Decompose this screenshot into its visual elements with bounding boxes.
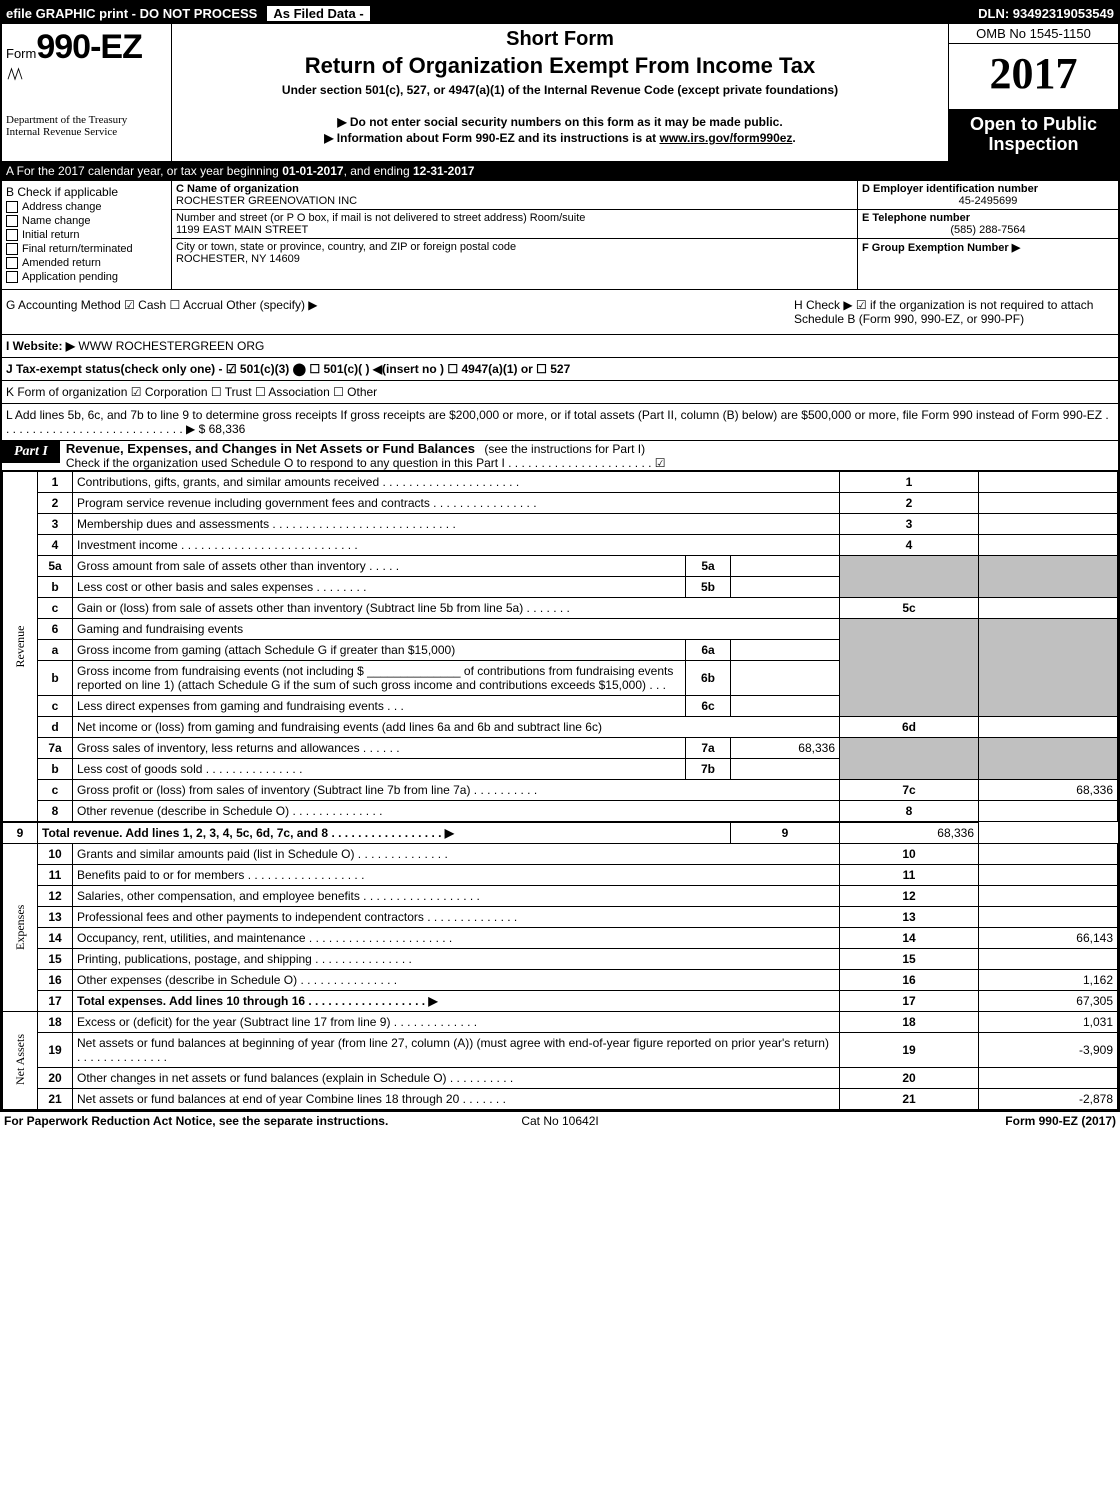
cb-address-change[interactable]: Address change [6,201,167,213]
section-c: C Name of organization ROCHESTER GREENOV… [172,181,858,289]
financial-table: Revenue 1 Contributions, gifts, grants, … [2,471,1118,1110]
group-exemption-label: F Group Exemption Number ▶ [862,241,1114,254]
org-name-block: C Name of organization ROCHESTER GREENOV… [172,181,857,210]
treasury-icon [6,67,24,81]
row-a-begin: 01-01-2017 [282,164,343,178]
ein: 45-2495699 [862,195,1114,207]
street: 1199 EAST MAIN STREET [176,224,853,236]
section-b-label: B Check if applicable [6,185,167,199]
cb-amended-return[interactable]: Amended return [6,257,167,269]
city-label: City or town, state or province, country… [176,241,853,253]
line-val [979,471,1118,492]
footer: For Paperwork Reduction Act Notice, see … [0,1112,1120,1130]
info-ssn: ▶ Do not enter social security numbers o… [180,115,940,129]
ein-block: D Employer identification number 45-2495… [858,181,1118,210]
open-public-1: Open to Public [951,115,1116,135]
section-def: D Employer identification number 45-2495… [858,181,1118,289]
row-j: J Tax-exempt status(check only one) - ☑ … [2,358,1118,381]
expenses-label: Expenses [3,843,38,1011]
cb-application-pending[interactable]: Application pending [6,271,167,283]
row-k: K Form of organization ☑ Corporation ☐ T… [2,381,1118,404]
line-num: 1 [38,471,73,492]
middle-block: B Check if applicable Address change Nam… [2,181,1118,290]
irs-link[interactable]: www.irs.gov/form990ez [659,131,792,145]
city-block: City or town, state or province, country… [172,239,857,267]
row-l: L Add lines 5b, 6c, and 7b to line 9 to … [2,404,1118,441]
footer-left: For Paperwork Reduction Act Notice, see … [4,1114,521,1128]
dept-treasury: Department of the Treasury [6,114,167,126]
part1-title-suffix: (see the instructions for Part I) [481,442,645,456]
title-short: Short Form [180,28,940,51]
netassets-label: Net Assets [3,1011,38,1109]
gross-receipts-note: L Add lines 5b, 6c, and 7b to line 9 to … [6,408,1109,436]
org-name: ROCHESTER GREENOVATION INC [176,195,853,207]
info-link-line: ▶ Information about Form 990-EZ and its … [180,131,940,145]
city: ROCHESTER, NY 14609 [176,253,853,265]
form-prefix: Form [6,46,36,61]
dept-irs: Internal Revenue Service [6,126,167,138]
info2-post: . [792,131,795,145]
website-label: I Website: ▶ [6,339,75,353]
topbar-dln: DLN: 93492319053549 [978,6,1118,21]
org-name-label: C Name of organization [176,183,853,195]
omb-number: OMB No 1545-1150 [949,24,1118,44]
section-h: H Check ▶ ☑ if the organization is not r… [794,298,1114,326]
tax-year: 2017 [949,44,1118,109]
cb-final-return[interactable]: Final return/terminated [6,243,167,255]
tax-exempt-status: J Tax-exempt status(check only one) - ☑ … [6,362,570,376]
form-number: 990-EZ [36,28,142,66]
header-right: OMB No 1545-1150 2017 Open to Public Ins… [948,24,1118,161]
part1-label: Part I [2,441,60,463]
line-box: 1 [840,471,979,492]
phone: (585) 288-7564 [862,224,1114,236]
open-public-2: Inspection [951,135,1116,155]
street-block: Number and street (or P O box, if mail i… [172,210,857,239]
phone-label: E Telephone number [862,212,1114,224]
top-bar: efile GRAPHIC print - DO NOT PROCESS As … [2,2,1118,24]
accounting-method: G Accounting Method ☑ Cash ☐ Accrual Oth… [6,298,774,312]
form-990ez: efile GRAPHIC print - DO NOT PROCESS As … [0,0,1120,1112]
topbar-left: efile GRAPHIC print - DO NOT PROCESS [2,6,261,21]
phone-block: E Telephone number (585) 288-7564 [858,210,1118,239]
street-label: Number and street (or P O box, if mail i… [176,212,853,224]
row-a-pre: A For the 2017 calendar year, or tax yea… [6,164,282,178]
website: WWW ROCHESTERGREEN ORG [78,339,264,353]
revenue-label: Revenue [3,471,38,822]
open-public: Open to Public Inspection [949,109,1118,161]
ein-label: D Employer identification number [862,183,1114,195]
row-a-mid: , and ending [344,164,413,178]
header-center: Short Form Return of Organization Exempt… [172,24,948,161]
group-exemption-block: F Group Exemption Number ▶ [858,239,1118,256]
header-left: Form990-EZ Department of the Treasury In… [2,24,172,161]
footer-right: Form 990-EZ (2017) [599,1114,1116,1128]
row-i: I Website: ▶ WWW ROCHESTERGREEN ORG [2,335,1118,358]
info2-pre: ▶ Information about Form 990-EZ and its … [324,131,659,145]
form-of-organization: K Form of organization ☑ Corporation ☐ T… [6,385,377,399]
title-main: Return of Organization Exempt From Incom… [180,53,940,79]
part1-subtitle: Check if the organization used Schedule … [60,456,1118,470]
cb-initial-return[interactable]: Initial return [6,229,167,241]
row-a: A For the 2017 calendar year, or tax yea… [2,162,1118,181]
cb-name-change[interactable]: Name change [6,215,167,227]
row-g-h: G Accounting Method ☑ Cash ☐ Accrual Oth… [2,290,1118,335]
part1-header: Part I Revenue, Expenses, and Changes in… [2,441,1118,471]
section-b: B Check if applicable Address change Nam… [2,181,172,289]
title-sub: Under section 501(c), 527, or 4947(a)(1)… [180,83,940,97]
row-a-end: 12-31-2017 [413,164,474,178]
topbar-middle: As Filed Data - [265,4,371,23]
header: Form990-EZ Department of the Treasury In… [2,24,1118,162]
line-desc: Contributions, gifts, grants, and simila… [73,471,840,492]
footer-mid: Cat No 10642I [521,1114,598,1128]
